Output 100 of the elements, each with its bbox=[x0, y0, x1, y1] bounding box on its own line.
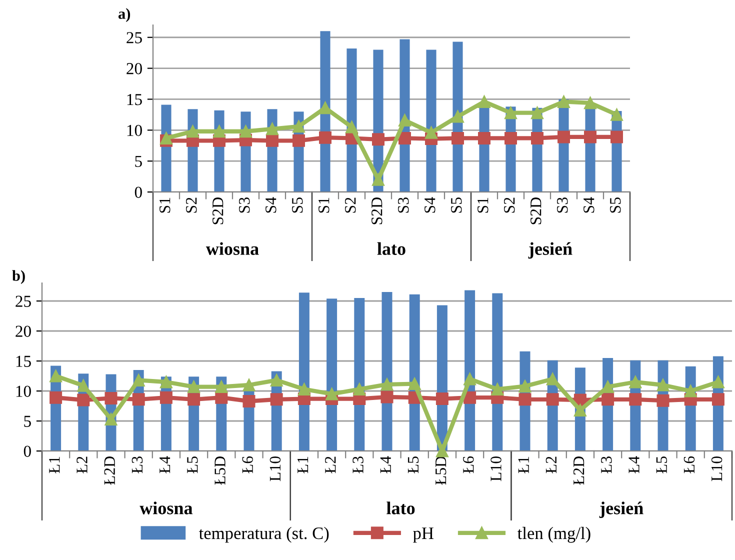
point bbox=[491, 382, 504, 396]
point bbox=[160, 376, 172, 388]
y-tick-label: 0 bbox=[24, 446, 31, 457]
point bbox=[398, 114, 411, 126]
point bbox=[610, 108, 623, 121]
point bbox=[270, 393, 283, 406]
point bbox=[346, 120, 358, 134]
point bbox=[452, 132, 464, 144]
point bbox=[298, 382, 310, 396]
point bbox=[270, 374, 283, 386]
x-tick-label: Ł1 bbox=[49, 456, 60, 474]
point bbox=[478, 132, 490, 144]
point bbox=[242, 378, 256, 392]
x-tick-label: S1 bbox=[318, 198, 330, 213]
x-tick-label: S2 bbox=[504, 198, 515, 213]
point bbox=[240, 125, 252, 138]
x-tick-label: Ł6 bbox=[463, 456, 474, 474]
point bbox=[452, 110, 464, 123]
point bbox=[518, 380, 532, 392]
point bbox=[50, 391, 62, 404]
x-tick-label: S3 bbox=[239, 197, 250, 213]
x-tick-label: Ł2 bbox=[546, 456, 556, 474]
point bbox=[213, 125, 226, 138]
point bbox=[712, 376, 724, 388]
text: lato bbox=[386, 502, 415, 514]
point bbox=[188, 380, 200, 394]
point bbox=[546, 393, 559, 406]
point bbox=[408, 378, 421, 390]
point bbox=[531, 132, 544, 144]
point bbox=[319, 102, 332, 114]
x-tick-label: L10 bbox=[270, 456, 281, 482]
x-tick-label: Ł4 bbox=[628, 456, 640, 474]
x-tick-label: S5 bbox=[451, 197, 462, 213]
x-tick-label: S5 bbox=[610, 197, 621, 213]
point bbox=[656, 394, 670, 407]
point bbox=[584, 96, 596, 110]
x-tick-label: S1 bbox=[478, 198, 488, 213]
point bbox=[372, 133, 384, 146]
point bbox=[188, 393, 200, 406]
x-tick-label: Ł5 bbox=[408, 456, 419, 474]
x-tick-label: L10 bbox=[711, 456, 722, 482]
point bbox=[77, 379, 90, 392]
y-tick-label: 10 bbox=[16, 386, 31, 397]
point bbox=[518, 393, 532, 406]
point bbox=[464, 391, 476, 404]
point bbox=[266, 134, 278, 147]
point bbox=[326, 388, 338, 400]
point bbox=[77, 394, 90, 406]
text: jesień bbox=[599, 502, 644, 518]
chart-title: b) bbox=[12, 270, 25, 284]
x-tick-label: Ł3 bbox=[352, 456, 364, 474]
x-tick-label: Ł3 bbox=[601, 456, 612, 474]
x-tick-label: S2D bbox=[212, 198, 224, 224]
y-tick-label: 10 bbox=[127, 124, 142, 136]
x-tick-label: Ł6 bbox=[684, 456, 695, 474]
point bbox=[380, 378, 394, 391]
x-tick-label: S1 bbox=[160, 198, 170, 213]
point bbox=[104, 412, 118, 426]
x-tick-label: S2D bbox=[530, 198, 542, 224]
point bbox=[353, 382, 366, 396]
point bbox=[50, 370, 62, 382]
x-tick-label: S5 bbox=[292, 197, 303, 213]
point bbox=[610, 130, 623, 144]
point bbox=[504, 106, 517, 120]
x-tick-label: S2D bbox=[372, 198, 382, 224]
y-tick-label: 0 bbox=[134, 186, 142, 198]
x-tick-label: S2 bbox=[186, 198, 197, 213]
point bbox=[574, 404, 586, 416]
x-tick-label: Ł5 bbox=[656, 456, 667, 474]
legend-label: tlen (mg/l) bbox=[518, 526, 590, 543]
x-tick-label: Ł5D bbox=[214, 456, 226, 485]
x-tick-label: S4 bbox=[424, 197, 436, 213]
point bbox=[602, 393, 614, 406]
point bbox=[531, 106, 544, 120]
y-tick-label: 15 bbox=[127, 94, 142, 106]
x-tick-label: Ł5D bbox=[436, 456, 446, 485]
point bbox=[132, 374, 145, 386]
y-tick-label: 25 bbox=[16, 296, 31, 307]
y-tick-label: 20 bbox=[126, 62, 142, 74]
point bbox=[132, 393, 145, 406]
y-tick-label: 5 bbox=[135, 156, 142, 168]
point bbox=[436, 444, 448, 458]
point bbox=[186, 125, 199, 138]
x-tick-label: L10 bbox=[490, 456, 502, 482]
x-tick-label: Ł5 bbox=[187, 456, 198, 474]
point bbox=[425, 126, 438, 139]
point bbox=[292, 120, 305, 133]
point bbox=[160, 132, 172, 144]
point bbox=[558, 130, 570, 144]
point bbox=[584, 130, 596, 144]
y-tick-label: 15 bbox=[16, 356, 31, 367]
text: wiosna bbox=[140, 502, 193, 514]
point bbox=[656, 378, 670, 392]
y-tick-label: 5 bbox=[24, 416, 31, 427]
point bbox=[558, 95, 570, 108]
chart-title: a) bbox=[118, 8, 130, 22]
point bbox=[629, 393, 642, 406]
x-tick-label: Ł4 bbox=[160, 456, 170, 474]
x-tick-label: S3 bbox=[398, 197, 409, 213]
x-tick-label: Ł4 bbox=[380, 456, 391, 474]
